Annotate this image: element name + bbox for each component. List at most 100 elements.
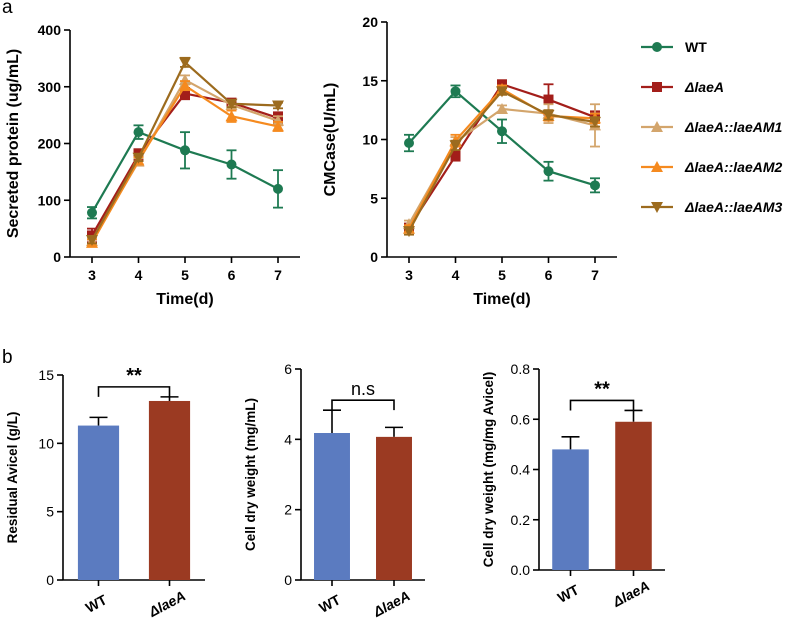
significance-label: ** bbox=[126, 365, 142, 387]
series-WT bbox=[87, 124, 283, 220]
x-tick-label: WT bbox=[83, 591, 110, 616]
y-axis-label: Cell dry weight (mg/mg Avicel) bbox=[481, 372, 496, 568]
legend-item-WT: WT bbox=[641, 39, 707, 55]
bar-wt bbox=[314, 433, 350, 580]
data-point bbox=[543, 94, 554, 105]
legend-item-laeAM2: ΔlaeA::laeAM2 bbox=[641, 159, 783, 175]
legend-item-laeAM3: ΔlaeA::laeAM3 bbox=[641, 199, 783, 215]
x-tick-label: 3 bbox=[405, 267, 413, 283]
data-point bbox=[590, 180, 600, 191]
y-tick-label: 6 bbox=[284, 361, 292, 377]
cell-dry-weight-avicel-chart: 0.0 0.2 0.4 0.6 0.8 WT ΔlaeA ** Cell dry weight … bbox=[481, 361, 665, 610]
cell-dry-weight-ml-chart: 0 2 4 6 WT ΔlaeA n.s Cell dry weight (mg/mL) bbox=[243, 361, 425, 620]
x-tick-label: 4 bbox=[135, 267, 143, 283]
series-dlaeA bbox=[404, 79, 600, 233]
data-point bbox=[272, 114, 284, 126]
legend: WTΔlaeAΔlaeA::laeAM1ΔlaeA::laeAM2ΔlaeA::… bbox=[641, 39, 783, 215]
legend-marker bbox=[651, 161, 663, 172]
x-tick-label: 6 bbox=[545, 267, 553, 283]
significance-bracket bbox=[97, 386, 171, 397]
legend-label: WT bbox=[685, 39, 707, 55]
legend-marker bbox=[651, 202, 663, 213]
data-point bbox=[179, 57, 191, 69]
data-point bbox=[589, 116, 601, 128]
y-tick-label: 0 bbox=[53, 249, 61, 265]
legend-label: ΔlaeA bbox=[684, 79, 724, 95]
x-tick-label: 5 bbox=[181, 267, 189, 283]
significance-label: ** bbox=[594, 378, 610, 400]
series-laeAM3 bbox=[403, 86, 601, 238]
legend-label: ΔlaeA::laeAM3 bbox=[684, 199, 783, 215]
data-point bbox=[86, 234, 98, 246]
data-point bbox=[403, 226, 415, 238]
legend-item-laeAM1: ΔlaeA::laeAM1 bbox=[641, 119, 783, 135]
y-tick-label: 0.6 bbox=[511, 411, 531, 427]
y-tick-label: 15 bbox=[362, 73, 378, 89]
data-point bbox=[133, 127, 144, 138]
x-tick-label: ΔlaeA bbox=[370, 587, 413, 620]
significance-bracket bbox=[569, 399, 635, 411]
y-tick-label: 0 bbox=[370, 249, 378, 265]
legend-label: ΔlaeA::laeAM1 bbox=[684, 119, 783, 135]
y-axis-label: Residual Avicel (g/L) bbox=[5, 412, 20, 544]
data-point bbox=[450, 86, 461, 97]
significance-label: n.s bbox=[351, 379, 375, 399]
data-point bbox=[180, 145, 190, 156]
y-tick-label: 10 bbox=[362, 132, 378, 148]
bar-dlaea bbox=[148, 400, 191, 580]
data-point bbox=[179, 79, 191, 91]
data-point bbox=[225, 98, 238, 110]
y-tick-label: 400 bbox=[38, 22, 62, 38]
x-tick-label: WT bbox=[555, 581, 582, 606]
series-laeAM3 bbox=[86, 56, 284, 246]
y-tick-label: 20 bbox=[362, 14, 378, 30]
y-tick-label: 0.4 bbox=[511, 462, 531, 478]
y-tick-label: 0.0 bbox=[511, 562, 531, 578]
panel-label-b: b bbox=[2, 347, 13, 368]
y-tick-label: 15 bbox=[38, 367, 54, 383]
data-point bbox=[87, 207, 97, 218]
legend-item-dlaeA: ΔlaeA bbox=[641, 79, 724, 95]
y-tick-label: 200 bbox=[38, 136, 62, 152]
x-tick-label: 7 bbox=[591, 267, 599, 283]
y-tick-label: 0.2 bbox=[511, 512, 531, 528]
legend-marker bbox=[651, 121, 663, 132]
data-point bbox=[450, 150, 461, 161]
y-tick-label: 4 bbox=[284, 431, 292, 447]
legend-marker bbox=[652, 42, 662, 52]
data-point bbox=[543, 166, 554, 177]
data-point bbox=[496, 86, 508, 98]
data-point bbox=[497, 126, 507, 137]
secreted-protein-chart: 0 100 200 300 400 3 4 5 6 7 Time(d) Secreted protei… bbox=[5, 22, 300, 308]
residual-avicel-chart: 0 5 10 15 WT ΔlaeA ** Residual Avicel (g/L) bbox=[5, 365, 205, 620]
y-tick-label: 0.8 bbox=[511, 361, 531, 377]
y-tick-label: 0 bbox=[284, 572, 292, 588]
data-point bbox=[226, 159, 237, 170]
x-tick-label: 4 bbox=[452, 267, 460, 283]
x-tick-label: ΔlaeA bbox=[145, 587, 188, 620]
legend-marker bbox=[652, 82, 662, 92]
data-point bbox=[449, 140, 462, 152]
data-point bbox=[404, 138, 414, 149]
y-tick-label: 10 bbox=[38, 435, 54, 451]
cmcase-chart: 0 5 10 15 20 3 4 5 6 7 Time(d) CMCase(U/mL) bbox=[322, 14, 617, 308]
data-point bbox=[225, 110, 238, 122]
data-point bbox=[132, 152, 145, 164]
y-tick-label: 300 bbox=[38, 79, 62, 95]
y-tick-label: 5 bbox=[46, 504, 54, 520]
y-tick-label: 0 bbox=[46, 572, 54, 588]
data-point bbox=[272, 120, 284, 132]
bar-dlaea bbox=[376, 436, 412, 580]
x-axis-label: Time(d) bbox=[473, 291, 530, 308]
panel-label-a: a bbox=[2, 0, 13, 18]
data-point bbox=[273, 183, 283, 194]
bar-wt bbox=[77, 425, 120, 580]
y-tick-label: 2 bbox=[284, 502, 292, 518]
x-tick-label: WT bbox=[316, 591, 343, 616]
legend-label: ΔlaeA::laeAM2 bbox=[684, 159, 783, 175]
y-tick-label: 5 bbox=[370, 190, 378, 206]
x-tick-label: 5 bbox=[498, 267, 506, 283]
data-point bbox=[496, 102, 508, 114]
x-tick-label: ΔlaeA bbox=[609, 577, 652, 610]
